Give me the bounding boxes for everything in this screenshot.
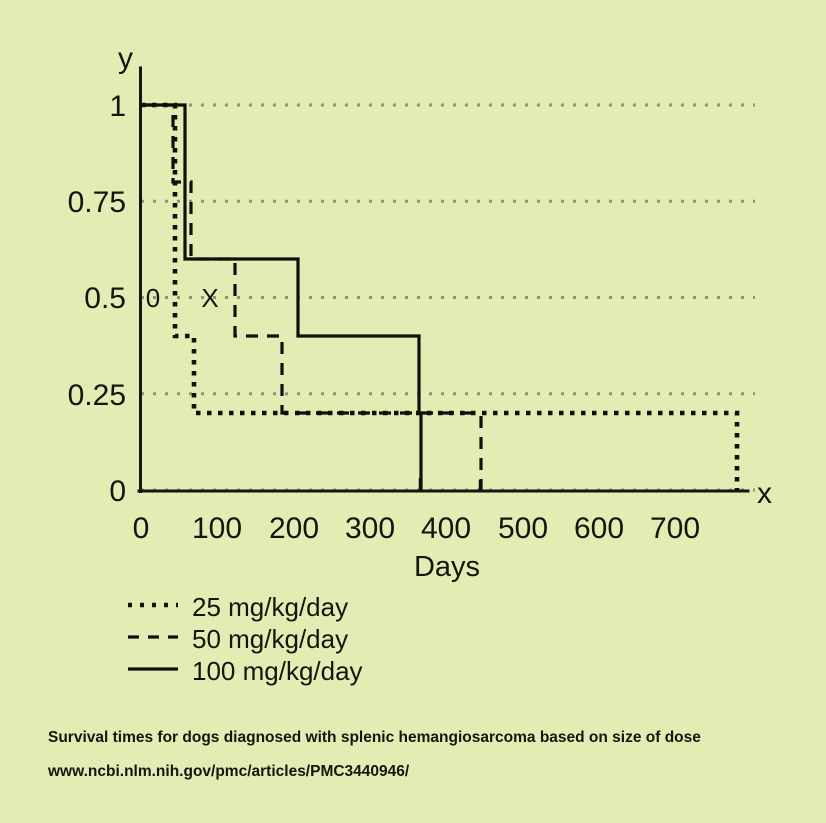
axes — [137, 66, 750, 493]
x-tick-label-600: 600 — [574, 512, 624, 545]
legend-label-100mg: 100 mg/kg/day — [192, 656, 363, 686]
caption-line-description: Survival times for dogs diagnosed with s… — [48, 729, 701, 746]
legend: 25 mg/kg/day 50 mg/kg/day 100 mg/kg/day — [128, 592, 363, 686]
x-axis-title: Days — [414, 551, 480, 583]
y-tick-label-025: 0.25 — [68, 379, 126, 412]
annotation-zero: 0 — [146, 283, 160, 313]
x-tick-label-400: 400 — [421, 512, 471, 545]
y-axis-name: y — [118, 42, 133, 75]
series-line-100mg — [141, 103, 423, 490]
x-tick-label-0: 0 — [133, 512, 150, 545]
x-tick-label-300: 300 — [345, 512, 395, 545]
y-tick-label-0: 0 — [109, 475, 126, 508]
series-line-50mg — [141, 103, 483, 490]
x-tick-labels: 0 100 200 300 400 500 600 700 — [133, 512, 700, 545]
legend-label-25mg: 25 mg/kg/day — [192, 592, 348, 622]
x-axis-name: x — [757, 477, 772, 510]
series-curves — [141, 102, 740, 490]
y-tick-label-1: 1 — [109, 90, 126, 123]
caption: Survival times for dogs diagnosed with s… — [47, 729, 701, 780]
x-tick-label-100: 100 — [192, 512, 242, 545]
caption-line-source: www.ncbi.nlm.nih.gov/pmc/articles/PMC344… — [47, 763, 410, 780]
y-tick-label-05: 0.5 — [84, 282, 126, 315]
x-tick-label-500: 500 — [498, 512, 548, 545]
x-tick-label-700: 700 — [650, 512, 700, 545]
y-tick-labels: 1 0.75 0.5 0.25 0 — [68, 90, 126, 508]
y-tick-label-075: 0.75 — [68, 186, 126, 219]
legend-label-50mg: 50 mg/kg/day — [192, 624, 348, 654]
annotation-x: X — [201, 283, 218, 313]
x-tick-label-200: 200 — [269, 512, 319, 545]
